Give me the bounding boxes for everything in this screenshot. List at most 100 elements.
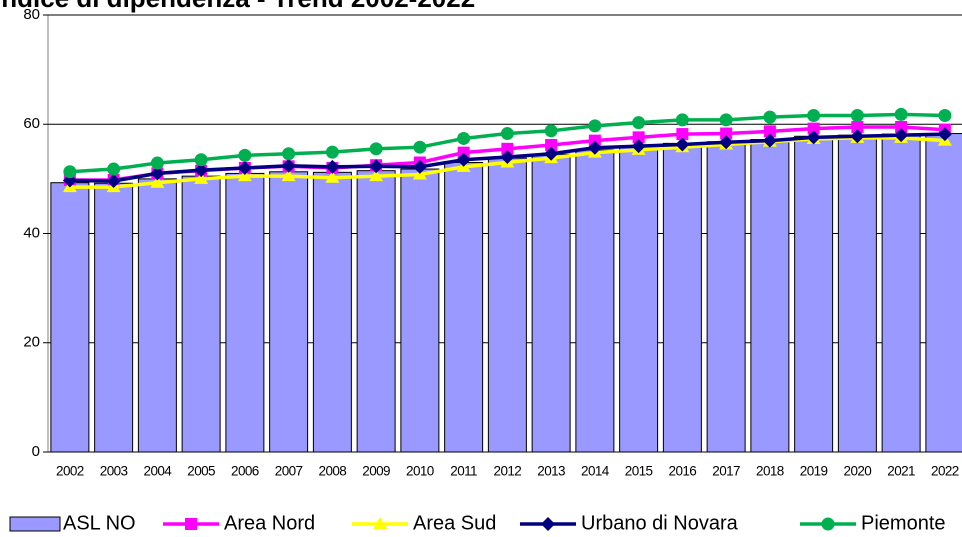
x-tick-label: 2018 [756, 464, 784, 479]
point [63, 165, 77, 179]
bar [881, 133, 921, 453]
bar [444, 161, 484, 453]
point [937, 127, 952, 142]
point [369, 159, 384, 174]
bar [487, 157, 527, 453]
x-tick-label: 2002 [56, 464, 84, 479]
point [500, 127, 514, 141]
point [807, 122, 820, 135]
bar [400, 168, 440, 453]
x-tick-label: 2003 [100, 464, 128, 479]
bar [706, 141, 746, 453]
point [544, 124, 558, 138]
legend-marker [821, 517, 835, 531]
legend-label: Area Sud [413, 512, 496, 534]
point [763, 110, 777, 124]
bar [794, 135, 834, 453]
x-tick-label: 2006 [231, 464, 259, 479]
point [457, 146, 470, 159]
point [456, 152, 471, 167]
point [150, 175, 165, 188]
point [544, 146, 559, 161]
x-tick-label: 2022 [931, 464, 959, 479]
point [894, 107, 908, 121]
x-tick-label: 2020 [844, 464, 872, 479]
x-tick-label: 2013 [537, 464, 565, 479]
x-tick-label: 2007 [275, 464, 303, 479]
bar [619, 145, 659, 453]
y-tick-label: 40 [23, 224, 40, 241]
point [806, 130, 821, 145]
point [282, 147, 296, 161]
point [281, 158, 296, 173]
x-tick-label: 2015 [625, 464, 653, 479]
chart-title: Indice di dipendenza - Trend 2002-2022 [0, 0, 475, 13]
point [369, 142, 383, 156]
x-tick-label: 2017 [712, 464, 740, 479]
point [719, 113, 733, 127]
point [938, 109, 952, 123]
point [107, 162, 121, 176]
bar [181, 175, 221, 453]
legend-label: Piemonte [861, 512, 946, 534]
point [632, 131, 645, 144]
point [238, 148, 252, 162]
legend-swatch [9, 516, 61, 532]
x-tick-label: 2009 [362, 464, 390, 479]
y-tick-label: 60 [23, 115, 40, 132]
point [237, 160, 252, 175]
point [762, 133, 777, 148]
point [587, 140, 602, 155]
bar [269, 171, 309, 453]
point [413, 140, 427, 154]
point [545, 139, 558, 152]
point [325, 170, 340, 183]
point [719, 135, 734, 150]
point [369, 169, 384, 182]
point [412, 159, 427, 174]
point [194, 171, 209, 184]
y-tick-label: 80 [23, 6, 40, 23]
bar [575, 149, 615, 453]
point [675, 113, 689, 127]
bar [137, 178, 177, 453]
point [763, 125, 776, 138]
bar [531, 153, 571, 453]
point [325, 159, 340, 174]
bar [837, 134, 877, 453]
point [720, 127, 733, 140]
point [281, 169, 296, 182]
x-tick-label: 2014 [581, 464, 610, 479]
x-tick-label: 2008 [319, 464, 347, 479]
bar [94, 182, 134, 453]
x-tick-label: 2019 [800, 464, 828, 479]
x-tick-label: 2016 [669, 464, 697, 479]
legend-label: Area Nord [224, 512, 315, 534]
point [850, 109, 864, 123]
bar [356, 170, 396, 453]
legend-marker [373, 517, 387, 529]
x-tick-label: 2005 [187, 464, 215, 479]
bar [312, 171, 352, 453]
point [237, 169, 252, 182]
point [194, 163, 209, 178]
point [457, 131, 471, 145]
point [500, 150, 515, 165]
point [632, 116, 646, 130]
x-tick-label: 2021 [887, 464, 915, 479]
bar [225, 172, 265, 453]
bar [50, 182, 90, 453]
x-tick-label: 2010 [406, 464, 434, 479]
x-tick-label: 2012 [494, 464, 522, 479]
x-tick-label: 2011 [450, 464, 477, 479]
y-tick-label: 20 [23, 334, 40, 351]
point [325, 145, 339, 159]
bar [750, 139, 790, 453]
x-tick-label: 2004 [144, 464, 173, 479]
bar [662, 142, 702, 453]
point [807, 109, 821, 123]
point [194, 153, 208, 167]
point [106, 174, 121, 189]
point [676, 128, 689, 141]
